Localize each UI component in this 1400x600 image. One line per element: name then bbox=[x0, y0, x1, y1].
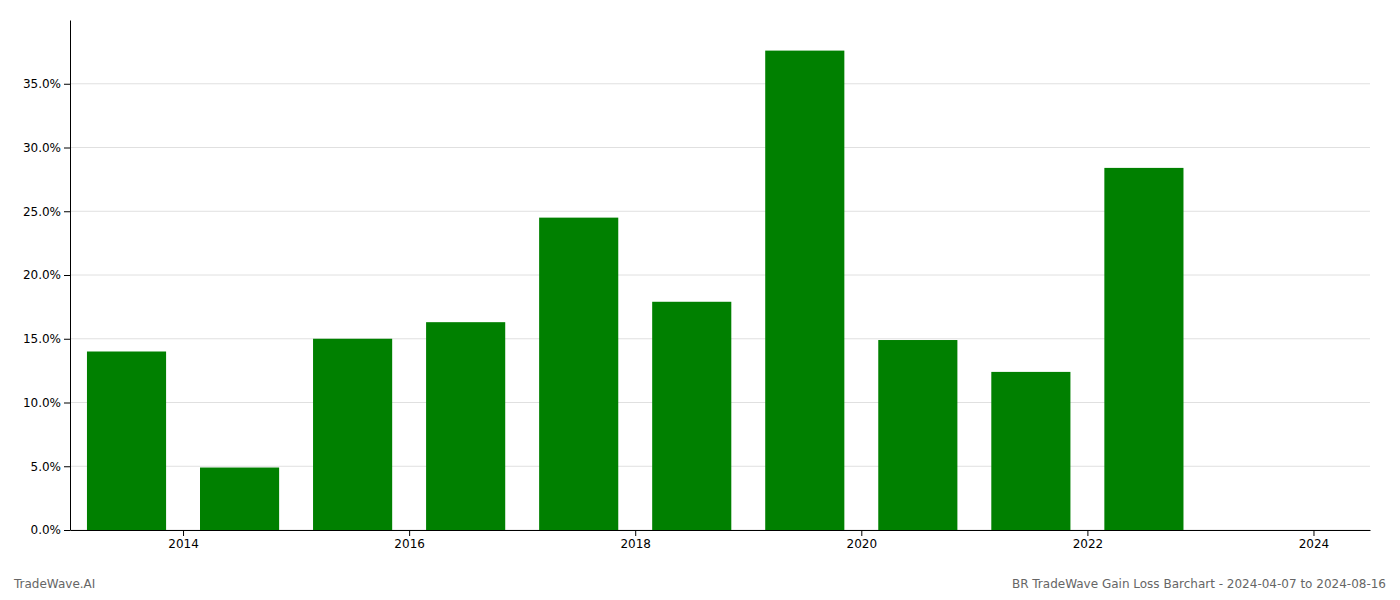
y-tick: 5.0% bbox=[31, 460, 71, 474]
y-tick-label: 15.0% bbox=[23, 332, 61, 346]
y-tick-mark bbox=[64, 530, 70, 531]
y-tick-mark bbox=[64, 148, 70, 149]
plot: 2014 2016 2018 2020 2022 2024 0.0% 5.0% 10.0% 15.… bbox=[23, 21, 1371, 551]
bar bbox=[426, 322, 505, 530]
y-tick: 10.0% bbox=[23, 396, 70, 410]
bar bbox=[200, 468, 279, 530]
x-tick-mark bbox=[183, 530, 184, 536]
y-axis-line bbox=[70, 21, 71, 531]
x-axis: 2014 2016 2018 2020 2022 2024 bbox=[71, 530, 1371, 551]
bar bbox=[87, 352, 166, 531]
y-tick: 35.0% bbox=[23, 77, 70, 91]
x-tick-mark bbox=[635, 530, 636, 536]
y-tick-label: 35.0% bbox=[23, 77, 61, 91]
bar bbox=[878, 340, 957, 530]
y-tick-label: 10.0% bbox=[23, 396, 61, 410]
y-axis: 0.0% 5.0% 10.0% 15.0% 20.0% 25.0% 30.0% 35.0% bbox=[23, 21, 71, 538]
y-tick-mark bbox=[64, 275, 70, 276]
x-tick: 2024 bbox=[1299, 530, 1330, 551]
y-tick-mark bbox=[64, 466, 70, 467]
y-tick-label: 25.0% bbox=[23, 205, 61, 219]
x-tick-label: 2014 bbox=[168, 537, 199, 551]
y-tick: 30.0% bbox=[23, 141, 70, 155]
y-tick-label: 5.0% bbox=[31, 460, 62, 474]
grid-line bbox=[70, 83, 1370, 84]
bar bbox=[313, 339, 392, 530]
footer: BR TradeWave Gain Loss Barchart - 2024-0… bbox=[1012, 577, 1386, 591]
bars bbox=[87, 51, 1184, 530]
y-tick: 0.0% bbox=[31, 523, 71, 537]
x-tick: 2018 bbox=[620, 530, 651, 551]
x-tick: 2020 bbox=[847, 530, 878, 551]
y-tick-mark bbox=[64, 339, 70, 340]
bar bbox=[991, 372, 1070, 530]
grid bbox=[70, 84, 1370, 530]
y-tick-label: 0.0% bbox=[31, 523, 62, 537]
bar bbox=[652, 302, 731, 530]
bar bbox=[1104, 168, 1183, 530]
x-tick-mark bbox=[861, 530, 862, 536]
x-tick-mark bbox=[409, 530, 410, 536]
bar bbox=[539, 218, 618, 530]
x-tick-label: 2020 bbox=[847, 537, 878, 551]
y-tick: 20.0% bbox=[23, 268, 70, 282]
y-tick-label: 30.0% bbox=[23, 141, 61, 155]
x-tick-mark bbox=[1313, 530, 1314, 536]
x-tick: 2016 bbox=[394, 530, 425, 551]
bar bbox=[765, 51, 844, 530]
grid-line bbox=[70, 147, 1370, 148]
y-tick-mark bbox=[64, 403, 70, 404]
x-tick-label: 2016 bbox=[394, 537, 425, 551]
x-tick-label: 2018 bbox=[620, 537, 651, 551]
y-tick-label: 20.0% bbox=[23, 268, 61, 282]
x-tick-mark bbox=[1087, 530, 1088, 536]
x-axis-line bbox=[71, 530, 1371, 531]
x-tick-label: 2024 bbox=[1299, 537, 1330, 551]
x-tick-label: 2022 bbox=[1073, 537, 1104, 551]
x-tick: 2014 bbox=[168, 530, 199, 551]
chart: 2014 2016 2018 2020 2022 2024 0.0% 5.0% 10.0% 15.… bbox=[0, 0, 1400, 600]
y-tick-mark bbox=[64, 84, 70, 85]
y-tick: 15.0% bbox=[23, 332, 70, 346]
y-tick: 25.0% bbox=[23, 205, 70, 219]
x-tick: 2022 bbox=[1073, 530, 1104, 551]
y-tick-mark bbox=[64, 211, 70, 212]
footer: TradeWave.AI bbox=[13, 577, 95, 591]
